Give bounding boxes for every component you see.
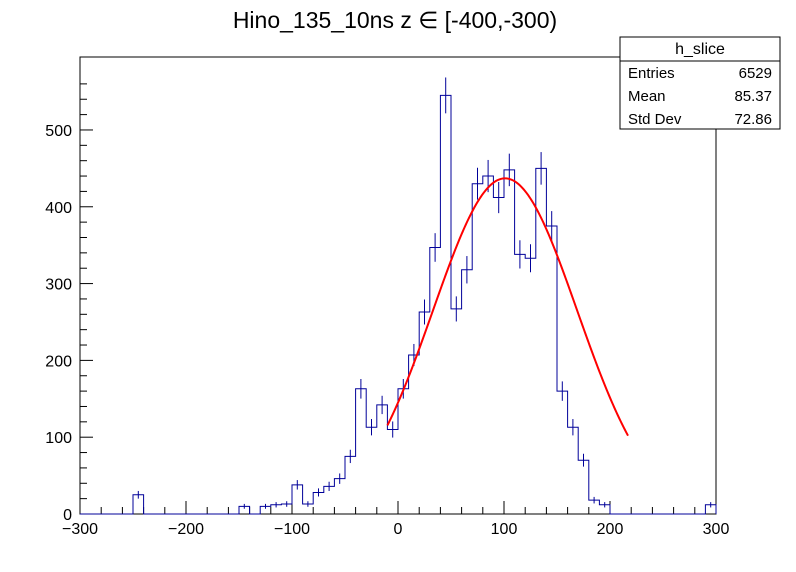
- y-axis: 0 100 200 300 400 500: [45, 83, 93, 524]
- gaussian-fit-curve: [386, 177, 629, 437]
- gaussian-fit-series: [386, 177, 629, 437]
- y-tick-label: 100: [45, 430, 72, 447]
- x-tick-label: 0: [394, 521, 403, 538]
- stats-mean-label: Mean: [628, 88, 666, 105]
- y-tick-label: 0: [63, 507, 72, 524]
- stats-stddev-value: 72.86: [734, 111, 772, 128]
- stats-entries-label: Entries: [628, 65, 675, 82]
- stats-box-title: h_slice: [675, 41, 725, 58]
- x-tick-label: 200: [597, 521, 624, 538]
- x-tick-label: 300: [703, 521, 730, 538]
- x-tick-label: −300: [62, 521, 98, 538]
- histogram-series: [80, 77, 717, 515]
- x-axis: −300 −200 −100 0 100 200 300: [62, 501, 729, 538]
- stats-entries-value: 6529: [739, 65, 772, 82]
- y-tick-label: 200: [45, 353, 72, 370]
- histogram-outline: [80, 94, 717, 515]
- stats-stddev-label: Std Dev: [628, 111, 682, 128]
- chart-title: Hino_135_10ns z ∈ [-400,-300): [233, 7, 557, 33]
- x-tick-label: −100: [274, 521, 310, 538]
- stats-mean-value: 85.37: [734, 88, 772, 105]
- x-tick-label: −200: [168, 521, 204, 538]
- stats-box-frame: [619, 36, 781, 130]
- x-tick-label: 100: [491, 521, 518, 538]
- y-tick-label: 400: [45, 200, 72, 217]
- y-tick-label: 500: [45, 123, 72, 140]
- stats-box: h_slice Entries 6529 Mean 85.37 Std Dev …: [619, 36, 781, 130]
- y-tick-label: 300: [45, 277, 72, 294]
